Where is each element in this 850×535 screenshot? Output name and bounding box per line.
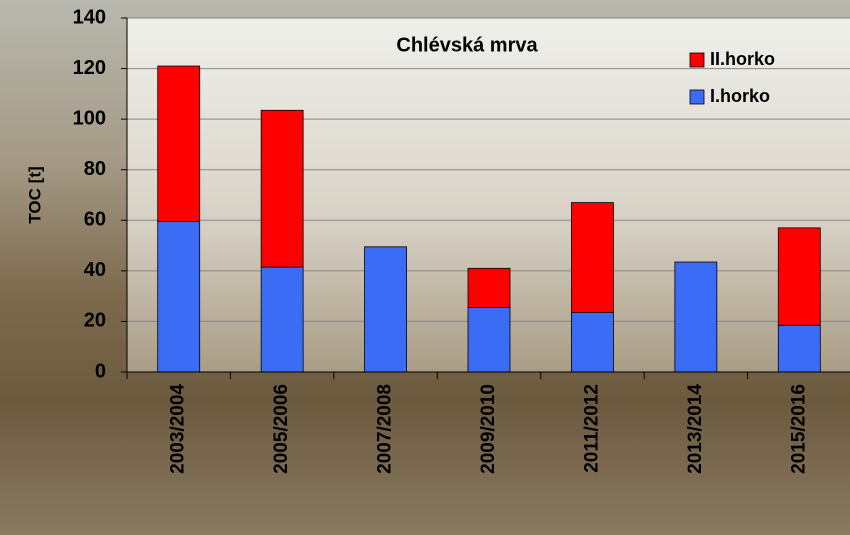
x-tick-label: 2015/2016 — [788, 384, 809, 474]
y-axis-title: TOC [t] — [25, 166, 44, 223]
chart-title: Chlévská mrva — [396, 34, 538, 56]
y-tick-label: 0 — [95, 360, 106, 382]
y-tick-label: 40 — [84, 259, 106, 281]
bar-segment — [364, 246, 407, 373]
y-tick-label: 140 — [73, 6, 106, 28]
bar-segment — [157, 221, 201, 373]
y-tick-label: 20 — [84, 310, 106, 332]
x-tick-label: 2005/2006 — [271, 384, 292, 474]
y-tick-label: 100 — [73, 107, 106, 129]
x-tick-label: 2011/2012 — [581, 384, 602, 473]
bar-segment — [571, 312, 614, 373]
x-tick-label: 2013/2014 — [685, 384, 706, 474]
y-tick-label: 60 — [84, 209, 106, 231]
legend-swatch — [689, 89, 705, 105]
bar-segment — [571, 202, 614, 313]
bar-segment — [777, 227, 821, 326]
bar-segment — [157, 65, 201, 222]
bar-segment — [260, 109, 304, 268]
bar-segment — [674, 261, 718, 373]
bar-segment — [260, 266, 304, 373]
legend-label: II.horko — [710, 49, 775, 69]
legend-swatch — [689, 52, 705, 68]
x-tick-label: 2009/2010 — [478, 384, 499, 474]
x-tick-label: 2007/2008 — [375, 384, 396, 474]
bar-segment — [777, 324, 821, 373]
x-tick-label: 2003/2004 — [168, 384, 189, 474]
legend-label: I.horko — [710, 86, 770, 106]
bar-segment — [467, 267, 511, 308]
y-tick-label: 80 — [84, 158, 106, 180]
y-tick-label: 120 — [73, 57, 106, 79]
bar-segment — [467, 307, 511, 373]
